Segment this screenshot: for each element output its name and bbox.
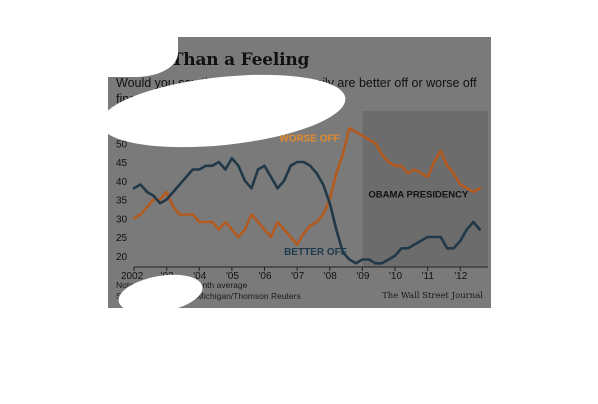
- x-tick-label: '06: [259, 271, 272, 282]
- series-line-better-off: [132, 157, 482, 265]
- x-tick-label: 2002: [121, 271, 144, 282]
- x-tick-label: '04: [193, 271, 206, 282]
- x-tick-label: '09: [356, 271, 369, 282]
- y-tick-label: 20: [116, 252, 128, 263]
- y-tick-label: 45: [116, 158, 128, 169]
- chart-source: Source: University of Michigan/Thomson R…: [116, 291, 301, 301]
- x-tick-label: '10: [389, 271, 402, 282]
- y-tick-label: 25: [116, 233, 128, 244]
- shaded-period-label: OBAMA PRESIDENCY: [368, 190, 469, 201]
- y-tick-label: 35: [116, 196, 128, 207]
- line-chart: OBAMA PRESIDENCY55%202530354045502002'03…: [116, 111, 488, 282]
- series-line-worse-off: [132, 127, 482, 246]
- y-tick-label: 40: [116, 177, 128, 188]
- series-label-worse-off: WORSE OFF: [279, 133, 340, 144]
- x-tick-label: '11: [422, 271, 435, 282]
- y-tick-label: 50: [116, 139, 128, 150]
- x-tick-label: '12: [454, 271, 467, 282]
- chart-credit: The Wall Street Journal: [382, 291, 483, 301]
- series-label-better-off: BETTER OFF: [284, 247, 347, 258]
- x-tick-label: '08: [324, 271, 337, 282]
- x-tick-label: '05: [226, 271, 239, 282]
- y-tick-label: 30: [116, 214, 128, 225]
- x-tick-label: '07: [291, 271, 304, 282]
